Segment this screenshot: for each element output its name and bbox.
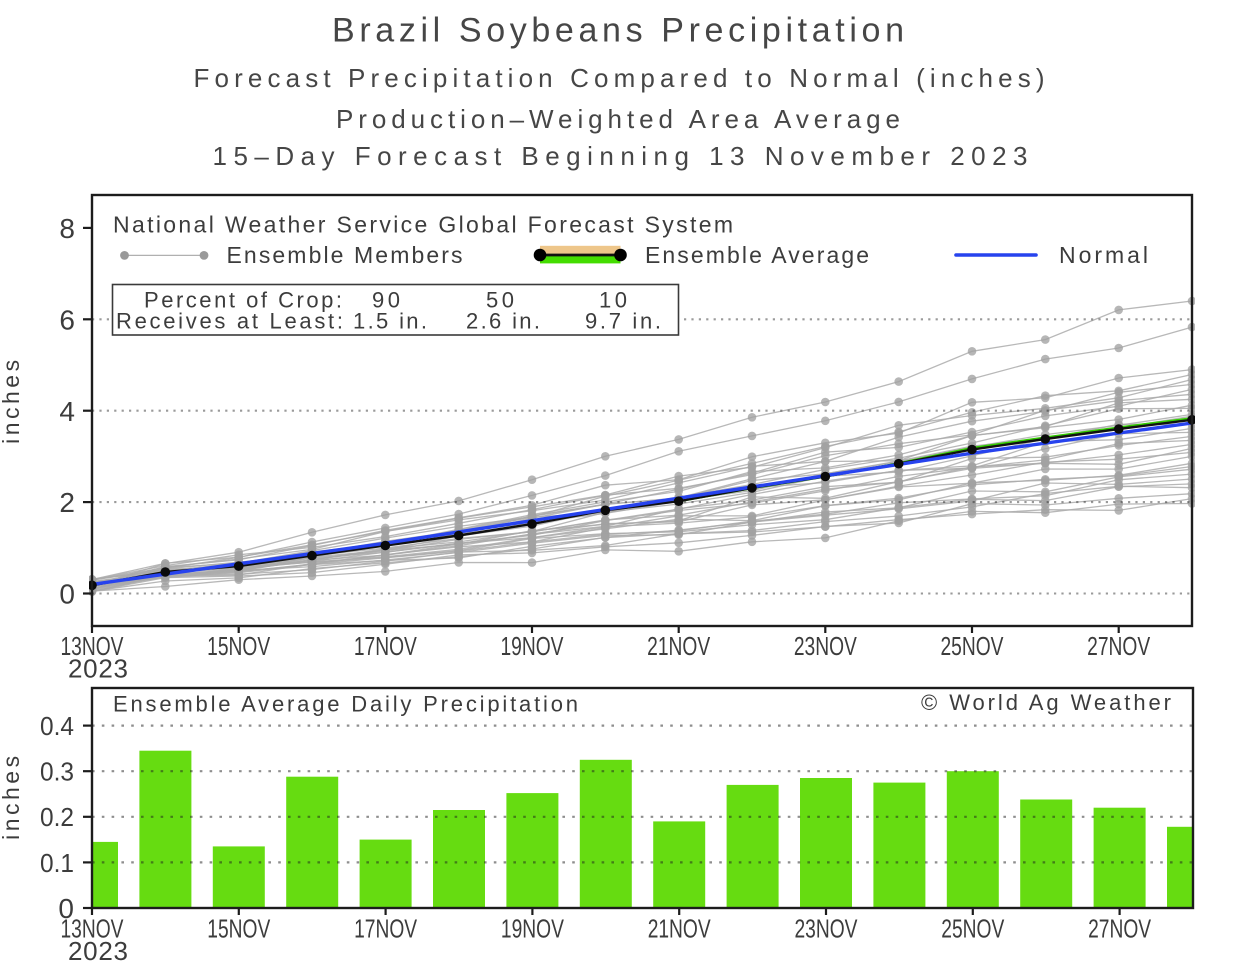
svg-text:27NOV: 27NOV xyxy=(1087,631,1150,661)
svg-text:25NOV: 25NOV xyxy=(941,631,1004,661)
svg-text:4: 4 xyxy=(59,396,75,427)
svg-text:Receives at Least:: Receives at Least: xyxy=(116,308,343,333)
svg-text:0.2: 0.2 xyxy=(40,802,74,832)
svg-text:1.5 in.: 1.5 in. xyxy=(353,308,427,333)
svg-text:23NOV: 23NOV xyxy=(794,631,857,661)
svg-text:25NOV: 25NOV xyxy=(941,913,1004,943)
svg-text:15NOV: 15NOV xyxy=(207,913,270,943)
svg-text:2.6 in.: 2.6 in. xyxy=(466,308,540,333)
svg-text:0: 0 xyxy=(59,579,75,610)
svg-text:Production–Weighted Area Avera: Production–Weighted Area Average xyxy=(336,104,900,134)
svg-text:0.1: 0.1 xyxy=(40,848,74,878)
svg-text:27NOV: 27NOV xyxy=(1088,913,1151,943)
svg-text:2023: 2023 xyxy=(68,936,128,966)
svg-text:0.4: 0.4 xyxy=(40,711,74,741)
svg-text:21NOV: 21NOV xyxy=(647,631,710,661)
svg-text:21NOV: 21NOV xyxy=(648,913,711,943)
svg-text:0.3: 0.3 xyxy=(40,757,74,787)
svg-text:23NOV: 23NOV xyxy=(795,913,858,943)
svg-text:9.7 in.: 9.7 in. xyxy=(585,308,661,333)
svg-text:13NOV: 13NOV xyxy=(61,913,124,943)
svg-text:19NOV: 19NOV xyxy=(501,631,564,661)
svg-text:2023: 2023 xyxy=(68,653,128,683)
svg-text:© World Ag Weather: © World Ag Weather xyxy=(921,690,1171,715)
svg-text:Ensemble Average: Ensemble Average xyxy=(645,242,869,268)
svg-text:2: 2 xyxy=(59,487,75,518)
svg-text:19NOV: 19NOV xyxy=(501,913,564,943)
svg-text:National Weather Service Globa: National Weather Service Global Forecast… xyxy=(113,211,733,237)
svg-text:0: 0 xyxy=(58,893,74,924)
svg-text:17NOV: 17NOV xyxy=(354,913,417,943)
svg-text:8: 8 xyxy=(59,213,75,244)
svg-text:13NOV: 13NOV xyxy=(61,631,124,661)
svg-text:17NOV: 17NOV xyxy=(354,631,417,661)
svg-text:15NOV: 15NOV xyxy=(207,631,270,661)
svg-text:Percent of Crop:: Percent of Crop: xyxy=(144,287,342,312)
svg-text:6: 6 xyxy=(59,304,75,335)
